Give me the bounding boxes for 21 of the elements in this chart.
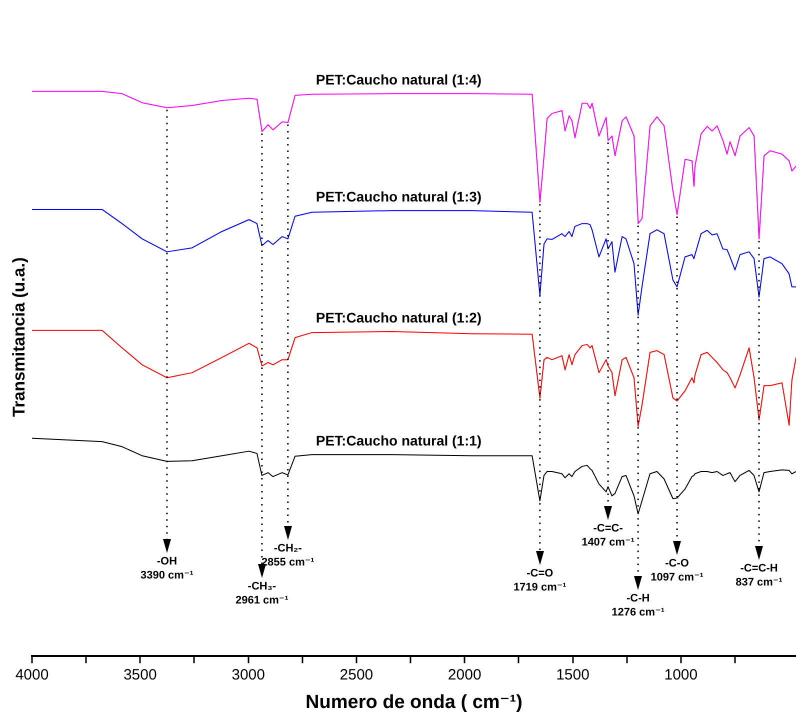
y-axis-title: Transmitancia (u.a.) — [10, 257, 29, 417]
x-tick-label: 3500 — [123, 666, 157, 684]
x-tick-label: 1500 — [556, 666, 590, 684]
ref-line-label: -CH₃- 2961 cm⁻¹ — [235, 580, 289, 607]
x-tick-label: 3000 — [232, 666, 265, 684]
ref-line-label: -OH 3390 cm⁻¹ — [140, 556, 194, 582]
x-tick-label: 1000 — [664, 666, 698, 684]
series-label: PET:Caucho natural (1:2) — [316, 310, 482, 326]
ref-line-label: -C=C- 1407 cm⁻¹ — [582, 522, 635, 549]
series-label: PET:Caucho natural (1:1) — [316, 432, 482, 449]
series-label: PET:Caucho natural (1:4) — [316, 72, 482, 88]
x-axis-title: Numero de onda ( cm⁻¹) — [306, 692, 522, 713]
ref-line-label: -C=C-H 837 cm⁻¹ — [736, 562, 783, 589]
ref-line-label: -CH₂- 2855 cm⁻¹ — [261, 542, 315, 569]
x-tick-label: 2500 — [340, 666, 374, 684]
series-label: PET:Caucho natural (1:3) — [316, 188, 482, 204]
x-tick-label: 4000 — [15, 666, 49, 684]
ref-line-label: -C=O 1719 cm⁻¹ — [513, 568, 567, 594]
ref-line-label: -C-O 1097 cm⁻¹ — [650, 558, 704, 584]
x-tick-label: 2000 — [448, 666, 482, 684]
ref-line-label: -C-H 1276 cm⁻¹ — [612, 592, 665, 619]
